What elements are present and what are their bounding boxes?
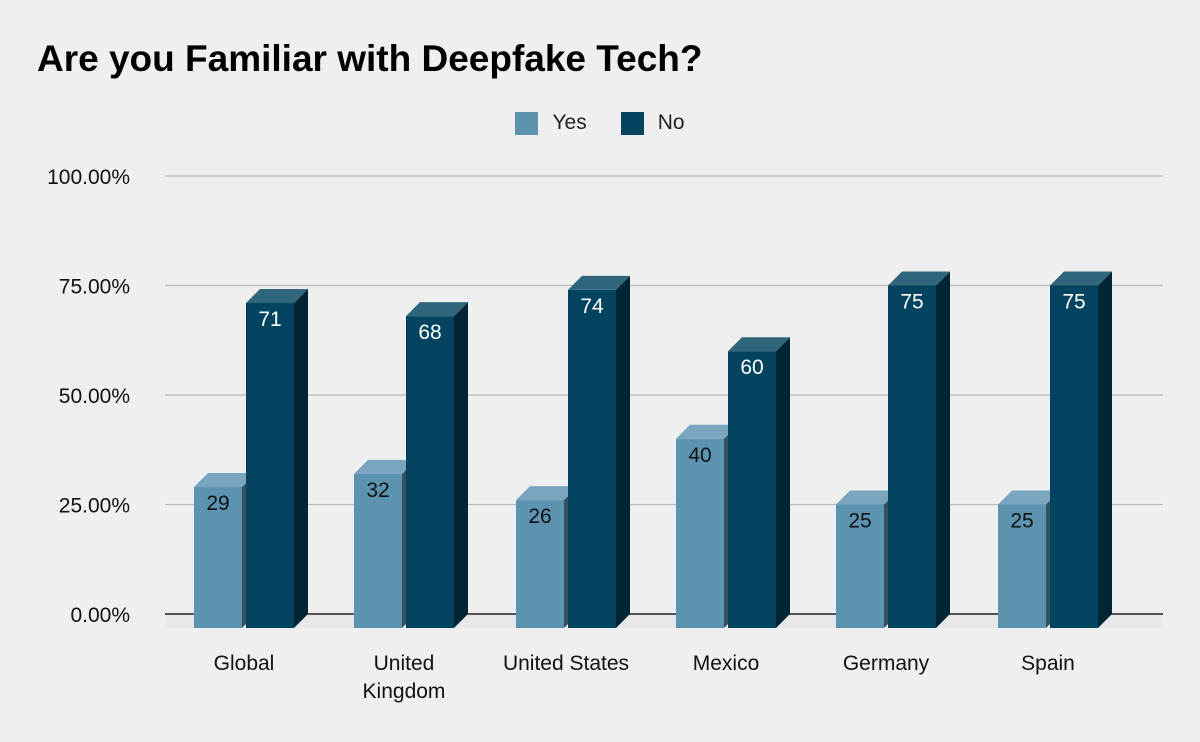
- bar-front: [676, 438, 724, 628]
- bar-no-germany: 75: [888, 271, 950, 628]
- y-tick-label: 0.00%: [70, 604, 130, 627]
- bar-front: [194, 486, 242, 628]
- data-label: 75: [1062, 291, 1085, 314]
- bar-side: [776, 337, 790, 628]
- legend: Yes No: [0, 111, 1200, 135]
- bar-no-united-states: 74: [568, 275, 630, 628]
- bar-front: [246, 303, 294, 628]
- bar-top: [676, 424, 738, 439]
- x-tick-label-line: United: [373, 652, 435, 675]
- x-tick-label: Germany: [801, 650, 971, 678]
- data-label: 32: [366, 479, 389, 502]
- data-label: 71: [258, 308, 281, 331]
- bar-front: [406, 316, 454, 628]
- bar-side: [294, 289, 308, 628]
- bar-no-global: 71: [246, 289, 308, 628]
- y-tick-label: 100.00%: [47, 166, 130, 189]
- x-tick-label: Spain: [963, 650, 1133, 678]
- bar-side: [1098, 271, 1112, 628]
- bar-front: [354, 473, 402, 628]
- bar-front: [516, 500, 564, 628]
- bar-top: [888, 271, 950, 286]
- x-tick-label: Mexico: [641, 650, 811, 678]
- data-label: 25: [848, 510, 871, 533]
- x-tick-label-line: Kingdom: [362, 680, 446, 703]
- data-label: 75: [900, 291, 923, 314]
- bar-top: [194, 472, 256, 487]
- bar-front: [888, 285, 936, 628]
- y-tick-label: 75.00%: [59, 276, 130, 299]
- bar-no-mexico: 60: [728, 337, 790, 628]
- bar-side: [616, 275, 630, 628]
- data-label: 29: [206, 492, 229, 515]
- bar-no-spain: 75: [1050, 271, 1112, 628]
- x-tick-label: United Kingdom: [319, 650, 489, 706]
- chart-title: Are you Familiar with Deepfake Tech?: [37, 38, 703, 79]
- x-tick-label-line: Spain: [1021, 652, 1075, 675]
- bar-front: [728, 351, 776, 628]
- bar-yes-spain: 25: [998, 490, 1060, 628]
- bar-top: [354, 459, 416, 474]
- bar-top: [836, 490, 898, 505]
- bar-front: [998, 504, 1046, 628]
- data-label: 26: [528, 505, 551, 528]
- bar-front: [836, 504, 884, 628]
- bar-top: [406, 302, 468, 317]
- legend-item-no: No: [620, 111, 685, 135]
- bar-side: [454, 302, 468, 628]
- data-label: 60: [740, 356, 763, 379]
- legend-swatch-yes: [515, 111, 539, 135]
- legend-label-yes: Yes: [552, 111, 587, 134]
- bar-no-united-kingdom: 68: [406, 302, 468, 628]
- y-tick-label: 25.00%: [59, 495, 130, 518]
- bar-top: [516, 486, 578, 501]
- legend-item-yes: Yes: [515, 111, 587, 135]
- bar-front: [1050, 285, 1098, 628]
- x-tick-label-line: Germany: [842, 652, 930, 675]
- x-tick-label: Global: [159, 650, 329, 678]
- data-label: 68: [418, 321, 441, 344]
- legend-swatch-no: [620, 111, 644, 135]
- bar-side: [936, 271, 950, 628]
- bar-top: [246, 289, 308, 304]
- bar-top: [1050, 271, 1112, 286]
- x-tick-label-line: United States: [502, 652, 630, 675]
- x-tick-label-line: Global: [213, 652, 275, 675]
- legend-label-no: No: [657, 111, 685, 134]
- bar-front: [568, 289, 616, 628]
- bar-yes-mexico: 40: [676, 424, 738, 628]
- bar-top: [998, 490, 1060, 505]
- y-tick-label: 50.00%: [59, 385, 130, 408]
- bar-top: [568, 275, 630, 290]
- x-tick-label: United States: [481, 650, 651, 678]
- data-label: 74: [580, 295, 604, 318]
- bar-top: [728, 337, 790, 352]
- x-tick-label-line: Mexico: [692, 652, 760, 675]
- data-label: 25: [1010, 510, 1033, 533]
- data-label: 40: [688, 444, 711, 467]
